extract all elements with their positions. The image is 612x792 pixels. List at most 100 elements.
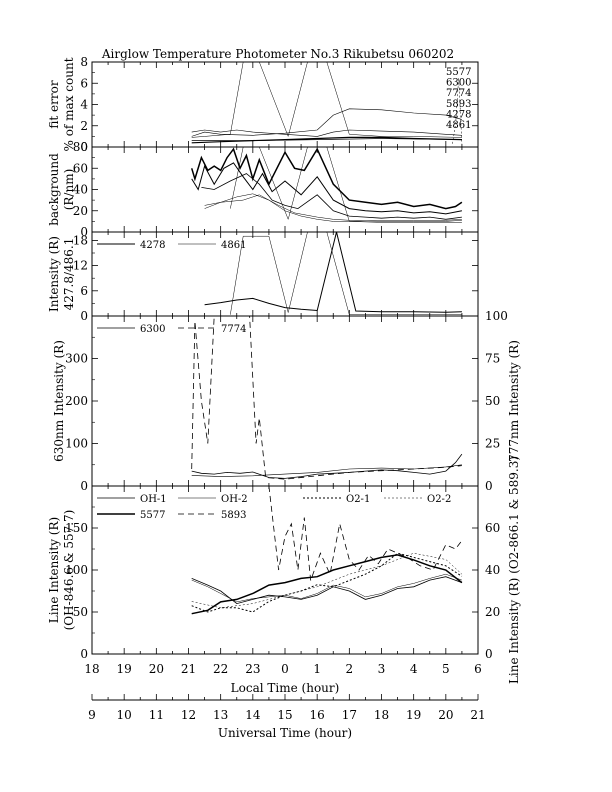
- y-tick-label: 60: [73, 161, 88, 175]
- series-bg-1: [190, 147, 463, 210]
- legend: OH-1 OH-2 O2-1 O2-2 5577 5893: [97, 494, 451, 521]
- y-axis-label: Line Intensity (R): [47, 517, 61, 623]
- y-tick-label: 4: [80, 98, 88, 112]
- series-4861: [230, 231, 462, 315]
- series-6300b: [191, 464, 462, 477]
- y-right-tick-label: 0: [485, 479, 493, 493]
- panel-background: 0 20 40 60 80 background (R/nm): [47, 140, 479, 239]
- y-right-tick-label: 100: [485, 309, 508, 323]
- series-5577: [191, 554, 463, 615]
- ut-tick-label: 10: [117, 708, 132, 722]
- y-tick-label: 100: [65, 437, 88, 451]
- panel-frame: [91, 315, 479, 487]
- x-tick-label: 1: [313, 662, 321, 676]
- ut-tick-label: 12: [181, 708, 196, 722]
- y-tick-label: 18: [73, 233, 88, 247]
- ut-tick-label: 16: [310, 708, 325, 722]
- y-tick-label: 40: [73, 183, 88, 197]
- y-axis-label: % of max count: [62, 57, 76, 151]
- series-7774: [191, 315, 462, 480]
- legend-label: 6300: [140, 324, 165, 335]
- ut-tick-label: 20: [438, 708, 453, 722]
- series-O2-2: [191, 552, 463, 609]
- series-label: 4861: [446, 120, 471, 131]
- y-axis-label: 427.8/486.1: [62, 238, 76, 311]
- panel-frame: [91, 146, 479, 233]
- y-right-tick-label: 40: [485, 563, 500, 577]
- y-tick-label: 6: [80, 284, 88, 298]
- series-4278: [191, 136, 462, 144]
- x-tick-label: 2: [346, 662, 354, 676]
- y-axis-label: (OH-846.6 & 557.7): [62, 510, 76, 631]
- y-tick-label: 300: [65, 352, 88, 366]
- y-right-tick-label: 0: [485, 647, 493, 661]
- series-OH-1: [191, 576, 463, 605]
- x-tick-label: 23: [245, 662, 260, 676]
- series-6300: [191, 453, 463, 479]
- series-label: 5893: [446, 99, 471, 110]
- x-tick-label: 20: [149, 662, 164, 676]
- ut-tick-label: 17: [342, 708, 357, 722]
- y-axis-label: background: [47, 153, 61, 226]
- series-7774: [191, 129, 462, 137]
- x-tick-label: 3: [378, 662, 386, 676]
- y-tick-label: 2: [80, 119, 88, 133]
- series-bg-4: [204, 194, 462, 222]
- legend-label: O2-1: [346, 494, 370, 505]
- series-bg-6: [204, 193, 462, 222]
- series-OH-2: [191, 573, 462, 603]
- legend-label: 4861: [221, 240, 246, 251]
- x-tick-label: 0: [281, 662, 289, 676]
- series-label: 7774: [446, 88, 471, 99]
- y-tick-label: 80: [73, 140, 88, 154]
- series-4278: [204, 231, 462, 313]
- ut-tick-label: 21: [470, 708, 485, 722]
- y-axis-label: 630nm Intensity (R): [52, 340, 66, 462]
- y-axis-label: Intensity (R): [47, 236, 61, 312]
- x-tick-label: 18: [84, 662, 99, 676]
- y-tick-label: 20: [73, 204, 88, 218]
- y-right-tick-label: 20: [485, 605, 500, 619]
- legend-label: OH-2: [221, 494, 248, 505]
- x-tick-label: 21: [181, 662, 196, 676]
- y-tick-label: 0: [80, 647, 88, 661]
- x-tick-label: 5: [442, 662, 450, 676]
- legend-label: 5893: [221, 510, 246, 521]
- y-right-tick-label: 25: [485, 437, 500, 451]
- ut-tick-label: 13: [213, 708, 228, 722]
- y-tick-label: 0: [80, 309, 88, 323]
- y-tick-label: 100: [65, 563, 88, 577]
- ut-tick-label: 14: [245, 708, 261, 722]
- panel-fit-error: 0 2 4 6 8 fit error% of max count 557763007774…: [47, 55, 479, 154]
- ut-tick-label: 15: [277, 708, 292, 722]
- legend: 6300 7774: [97, 324, 246, 335]
- x-tick-label: 4: [410, 662, 418, 676]
- x-tick-label: 6: [474, 662, 482, 676]
- y-right-tick-label: 60: [485, 521, 500, 535]
- ut-tick-label: 18: [374, 708, 389, 722]
- y-axis-label: (R/nm): [62, 169, 76, 211]
- series-6300: [191, 108, 462, 137]
- ut-tick-label: 19: [406, 708, 421, 722]
- y-tick-label: 150: [65, 521, 88, 535]
- y-right-tick-label: 50: [485, 394, 500, 408]
- panel-intensity-427-486: 0 6 12 18 Intensity (R) 427.8/486.1 4278 4861: [47, 231, 479, 323]
- series-label: 5577: [446, 67, 471, 78]
- legend-label: 5577: [140, 510, 165, 521]
- x-axis-label: Local Time (hour): [231, 681, 340, 695]
- legend-label: 7774: [221, 324, 246, 335]
- series-label: 6300: [446, 78, 471, 89]
- x-tick-label: 19: [117, 662, 132, 676]
- y-right-axis-label: Line Intensity (R) (O2-866.1 & 589.3): [507, 456, 521, 684]
- universal-time-axis: 9 10 11 12 13 14 15 16 17 18 19 20 21 Universal Time …: [88, 694, 486, 740]
- ut-tick-label: 9: [88, 708, 96, 722]
- legend-label: OH-1: [140, 494, 167, 505]
- ut-axis-label: Universal Time (hour): [218, 726, 352, 740]
- x-tick-label: 22: [213, 662, 228, 676]
- series-5893: [268, 485, 463, 581]
- y-tick-label: 50: [73, 605, 88, 619]
- figure-title: Airglow Temperature Photometer No.3 Riku…: [101, 47, 454, 61]
